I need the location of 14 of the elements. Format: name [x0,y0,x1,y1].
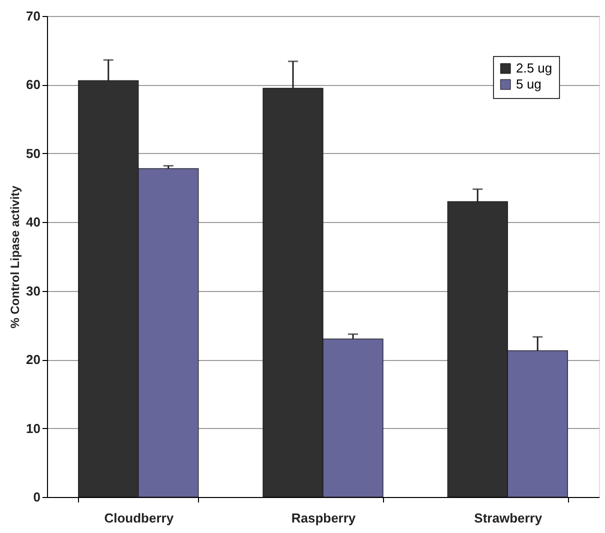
y-tick-label: 50 [26,146,40,161]
x-tick-label: Cloudberry [104,510,174,526]
legend-label: 5 ug [516,76,542,92]
y-tick-label: 20 [26,352,40,368]
legend-label: 2.5 ug [516,60,552,76]
y-tick-label: 30 [26,283,40,298]
y-tick-label: 70 [26,8,40,24]
y-tick-label: 60 [26,77,40,92]
y-tick-label: 40 [26,214,40,230]
y-tick-label: 10 [26,420,40,436]
x-tick-label: Raspberry [291,510,356,526]
x-tick-label: Strawberry [474,510,543,526]
y-tick-label: 0 [33,490,40,504]
y-axis-title: % Control Lipase activity [8,185,22,328]
